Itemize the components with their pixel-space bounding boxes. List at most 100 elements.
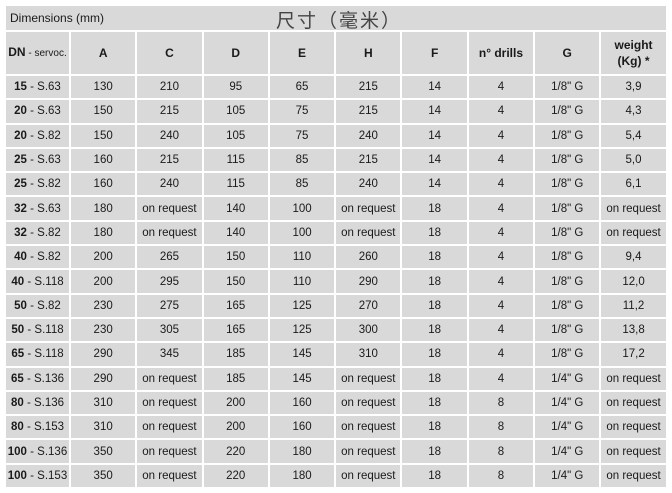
table-cell: on request xyxy=(601,440,666,463)
table-cell: 18 xyxy=(402,197,467,220)
table-cell: 240 xyxy=(137,124,202,147)
table-cell: 185 xyxy=(203,367,268,390)
table-cell: 18 xyxy=(402,294,467,317)
table-cell: 290 xyxy=(71,367,136,390)
table-cell: 200 xyxy=(71,246,136,269)
row-dn-cell: 25 - S.82 xyxy=(6,173,69,196)
table-cell: 150 xyxy=(71,100,136,123)
servoc-value: - S.153 xyxy=(23,421,65,434)
table-cell: 125 xyxy=(269,318,335,342)
table-cell: 100 xyxy=(269,221,335,245)
table-cell: 1/8" G xyxy=(535,76,600,99)
table-cell: on request xyxy=(137,367,202,390)
dn-value: 100 xyxy=(7,445,27,458)
servoc-value: - S.136 xyxy=(23,372,65,385)
table-cell: 4 xyxy=(468,318,534,342)
table-cell: 18 xyxy=(402,221,467,245)
table-cell: 290 xyxy=(71,343,136,366)
header-weight: weight (Kg) * xyxy=(601,32,666,74)
table-cell: 240 xyxy=(137,173,202,196)
row-dn-cell: 50 - S.118 xyxy=(6,318,69,342)
table-cell: 18 xyxy=(402,391,467,415)
table-cell: 3,9 xyxy=(601,76,666,99)
dn-value: 65 xyxy=(10,372,24,385)
table-cell: 14 xyxy=(402,76,467,99)
table-cell: 1/8" G xyxy=(535,270,600,293)
table-cell: 105 xyxy=(203,124,268,147)
table-title-chinese: 尺寸（毫米） xyxy=(276,10,403,32)
dn-value: 100 xyxy=(7,469,27,482)
table-cell: 290 xyxy=(336,270,401,293)
table-cell: 140 xyxy=(203,197,268,220)
dn-value: 40 xyxy=(14,251,27,264)
table-cell: 215 xyxy=(336,100,401,123)
table-cell: 4 xyxy=(468,173,534,196)
table-cell: 4 xyxy=(468,367,534,390)
table-cell: 1/8" G xyxy=(535,197,600,220)
table-cell: 260 xyxy=(336,246,401,269)
row-dn-cell: 15 - S.63 xyxy=(6,76,69,99)
table-cell: 130 xyxy=(71,76,136,99)
row-dn-cell: 20 - S.82 xyxy=(6,124,69,147)
row-dn-cell: 100 - S.136 xyxy=(6,440,69,463)
table-cell: on request xyxy=(601,464,666,488)
row-dn-cell: 40 - S.82 xyxy=(6,246,69,269)
table-cell: 305 xyxy=(137,318,202,342)
row-dn-cell: 20 - S.63 xyxy=(6,100,69,123)
table-cell: 200 xyxy=(71,270,136,293)
dn-value: 20 xyxy=(14,129,27,142)
table-cell: 180 xyxy=(71,221,136,245)
table-cell: 215 xyxy=(137,148,202,172)
servoc-value: - S.136 xyxy=(23,397,65,409)
table-cell: 215 xyxy=(336,148,401,172)
table-cell: 6,1 xyxy=(601,173,666,196)
table-cell: 1/4" G xyxy=(535,464,600,488)
table-cell: 210 xyxy=(137,76,202,99)
table-cell: 18 xyxy=(402,367,467,390)
table-cell: 14 xyxy=(402,173,467,196)
header-drills: n° drills xyxy=(468,32,534,74)
table-cell: 75 xyxy=(269,100,335,123)
table-cell: 160 xyxy=(71,148,136,172)
table-cell: 1/4" G xyxy=(535,391,600,415)
servoc-value: - S.63 xyxy=(26,202,61,215)
table-cell: 180 xyxy=(269,464,335,488)
table-title-band: Dimensions (mm) 尺寸（毫米） xyxy=(6,6,666,32)
table-cell: 8 xyxy=(468,464,534,488)
dn-value: 50 xyxy=(14,299,27,312)
table-cell: 4 xyxy=(468,270,534,293)
table-cell: 165 xyxy=(203,318,268,342)
table-cell: 65 xyxy=(269,76,335,99)
servoc-value: - S.118 xyxy=(24,324,64,337)
table-cell: 4 xyxy=(468,100,534,123)
table-cell: 180 xyxy=(71,197,136,220)
table-cell: on request xyxy=(336,440,401,463)
table-cell: 1/8" G xyxy=(535,100,600,123)
table-cell: 160 xyxy=(269,416,335,439)
table-cell: 18 xyxy=(402,318,467,342)
table-cell: 310 xyxy=(71,416,136,439)
table-cell: 4 xyxy=(468,343,534,366)
table-cell: 115 xyxy=(203,173,268,196)
table-cell: 1/8" G xyxy=(535,343,600,366)
servoc-value: - S.82 xyxy=(26,226,61,239)
servoc-value: - S.63 xyxy=(26,154,61,167)
table-cell: on request xyxy=(601,391,666,415)
table-cell: 215 xyxy=(137,100,202,123)
table-cell: 1/8" G xyxy=(535,148,600,172)
table-cell: on request xyxy=(137,440,202,463)
table-cell: 1/8" G xyxy=(535,246,600,269)
header-dn-rest: - servoc. xyxy=(25,48,67,59)
table-cell: 18 xyxy=(402,270,467,293)
table-cell: 1/8" G xyxy=(535,221,600,245)
table-cell: 4 xyxy=(468,124,534,147)
table-cell: 220 xyxy=(203,440,268,463)
table-cell: 265 xyxy=(137,246,202,269)
row-dn-cell: 80 - S.153 xyxy=(6,416,69,439)
table-cell: 11,2 xyxy=(601,294,666,317)
row-dn-cell: 65 - S.136 xyxy=(6,367,69,390)
table-cell: 165 xyxy=(203,294,268,317)
table-cell: 200 xyxy=(203,391,268,415)
table-cell: on request xyxy=(336,367,401,390)
header-dn-bold: DN xyxy=(8,45,26,59)
